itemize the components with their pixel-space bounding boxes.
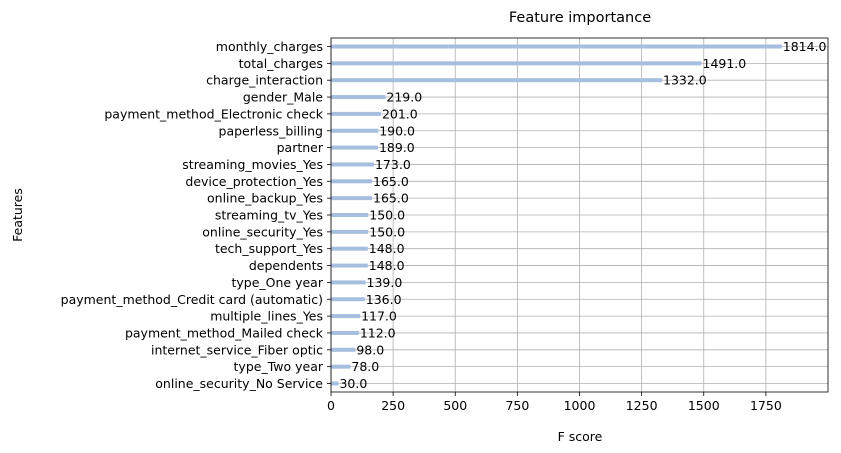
y-axis-label: Features <box>10 188 25 242</box>
bars <box>331 44 782 386</box>
bar <box>331 179 373 184</box>
x-tick-label: 250 <box>381 398 405 413</box>
value-label: 136.0 <box>366 292 402 307</box>
grid-lines <box>330 38 828 392</box>
y-tick-label: payment_method_Credit card (automatic) <box>61 292 323 307</box>
y-tick-label: streaming_movies_Yes <box>182 157 323 172</box>
value-label: 173.0 <box>375 157 411 172</box>
y-tick-label: monthly_charges <box>216 39 323 54</box>
x-axis-ticks: 0 250 500 750 1000 1250 1500 1750 <box>327 392 782 413</box>
value-label: 190.0 <box>379 123 415 138</box>
y-tick-label: charge_interaction <box>206 73 323 88</box>
y-tick-label: tech_support_Yes <box>215 241 323 256</box>
y-tick-label: dependents <box>249 258 323 273</box>
value-label: 148.0 <box>369 241 405 256</box>
bar <box>331 78 663 83</box>
bar <box>331 364 351 369</box>
value-label: 98.0 <box>356 342 384 357</box>
value-label: 117.0 <box>361 309 397 324</box>
bar <box>331 213 369 217</box>
y-tick-label: online_security_Yes <box>202 224 323 239</box>
bar <box>331 61 702 66</box>
value-label: 165.0 <box>373 191 409 206</box>
bar <box>331 196 373 201</box>
bar <box>331 246 368 251</box>
y-tick-label: gender_Male <box>243 90 323 105</box>
bar <box>331 330 359 335</box>
value-label: 165.0 <box>373 174 409 189</box>
bar <box>331 145 378 150</box>
y-tick-label: partner <box>277 140 324 155</box>
y-tick-label: payment_method_Electronic check <box>104 106 323 121</box>
value-label: 30.0 <box>339 376 367 391</box>
value-label: 78.0 <box>351 359 379 374</box>
bar <box>331 162 374 167</box>
x-tick-label: 1750 <box>750 398 782 413</box>
value-label: 150.0 <box>369 224 405 239</box>
bar <box>331 381 339 386</box>
x-tick-label: 750 <box>505 398 529 413</box>
bar <box>331 263 368 268</box>
value-label: 1814.0 <box>783 39 827 54</box>
y-tick-label: multiple_lines_Yes <box>210 309 323 324</box>
bar <box>331 347 356 352</box>
x-tick-label: 1250 <box>626 398 658 413</box>
value-label: 150.0 <box>369 208 405 223</box>
bar <box>331 95 386 100</box>
value-label: 1491.0 <box>703 56 747 71</box>
x-tick-label: 500 <box>443 398 467 413</box>
bar <box>331 297 365 302</box>
y-tick-label: total_charges <box>239 56 323 71</box>
y-tick-label: payment_method_Mailed check <box>125 325 324 340</box>
x-tick-label: 1500 <box>688 398 720 413</box>
bar <box>331 44 782 49</box>
y-axis-ticks: monthly_charges total_charges charge_inter… <box>61 39 331 391</box>
bar <box>331 128 379 133</box>
y-tick-label: type_Two year <box>234 359 324 374</box>
y-tick-label: online_security_No Service <box>155 376 323 391</box>
x-tick-label: 0 <box>327 398 335 413</box>
bar <box>331 229 369 234</box>
y-tick-label: streaming_tv_Yes <box>215 208 323 223</box>
value-label: 139.0 <box>367 275 403 290</box>
value-label: 189.0 <box>379 140 415 155</box>
bar <box>331 314 361 319</box>
bar <box>331 280 366 285</box>
value-label: 148.0 <box>369 258 405 273</box>
value-label: 1332.0 <box>663 73 707 88</box>
chart-title: Feature importance <box>509 10 651 26</box>
y-tick-label: internet_service_Fiber optic <box>151 342 323 357</box>
y-tick-label: online_backup_Yes <box>207 191 323 206</box>
y-tick-label: type_One year <box>232 275 324 290</box>
y-tick-label: paperless_billing <box>219 123 323 138</box>
x-tick-label: 1000 <box>564 398 596 413</box>
value-label: 219.0 <box>386 90 422 105</box>
y-tick-label: device_protection_Yes <box>185 174 323 189</box>
x-axis-label: F score <box>558 429 603 444</box>
value-label: 112.0 <box>360 325 396 340</box>
value-label: 201.0 <box>382 106 418 121</box>
bar <box>331 111 381 116</box>
